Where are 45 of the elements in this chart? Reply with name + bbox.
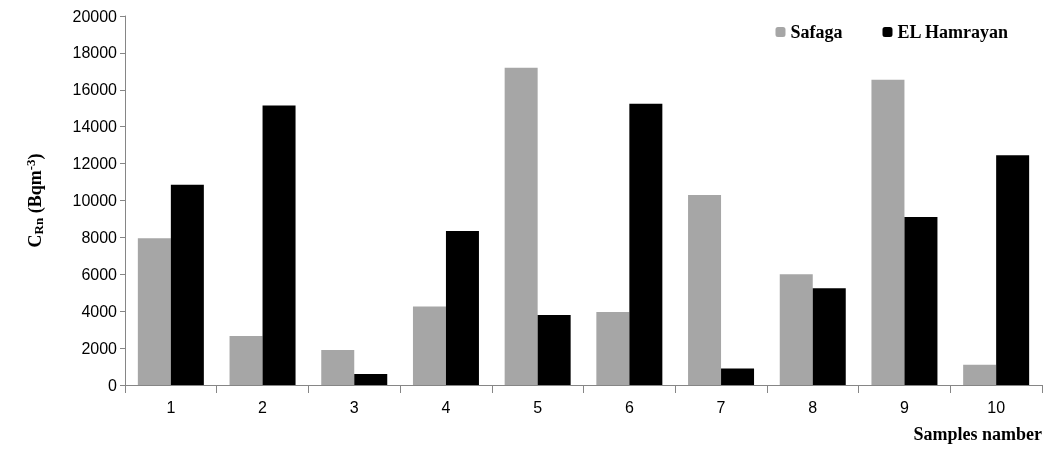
bar [537,314,571,385]
bar [445,230,479,385]
x-tick-label: 6 [624,398,634,416]
y-tick-label: 16000 [72,81,118,99]
x-tick-label: 7 [716,398,726,416]
bar [963,364,997,385]
y-tick-label: 20000 [72,7,118,25]
bar [412,306,446,385]
bar [137,238,171,385]
y-tick-label: 8000 [81,228,118,246]
x-tick-label: 3 [349,398,359,416]
y-tick-label: 10000 [72,192,118,209]
bar [229,336,263,385]
x-tick-label: 1 [166,398,176,416]
bar [629,103,663,385]
legend-label: EL Hamrayan [897,22,1009,42]
legend-label: Safaga [790,22,843,42]
x-tick-label: 10 [987,398,1006,416]
x-tick-label: 9 [900,398,909,416]
y-tick-label: 14000 [72,118,118,136]
bar [779,274,813,385]
y-tick-label: 4000 [81,302,118,320]
y-tick-label: 2000 [81,339,118,357]
y-axis-title: CRn (Bqm-3) [23,153,46,248]
bar [504,67,538,385]
y-tick-label: 0 [108,376,118,394]
bar [871,79,905,385]
y-tick-label: 12000 [72,155,118,173]
x-axis-title: Samples namber [913,424,1042,444]
y-tick-label: 6000 [81,265,118,283]
bar [354,373,388,385]
bar [262,105,296,385]
bar [688,194,722,385]
bar [904,217,938,385]
bar [170,184,204,385]
x-tick-label: 5 [533,398,543,416]
bar [812,288,846,385]
x-tick-label: 8 [808,398,818,416]
x-tick-label: 4 [441,398,451,416]
bar [321,349,355,385]
bar [996,155,1030,385]
bar [596,312,630,385]
x-tick-label: 2 [258,398,268,416]
y-tick-label: 18000 [72,44,118,62]
bar [721,368,755,385]
